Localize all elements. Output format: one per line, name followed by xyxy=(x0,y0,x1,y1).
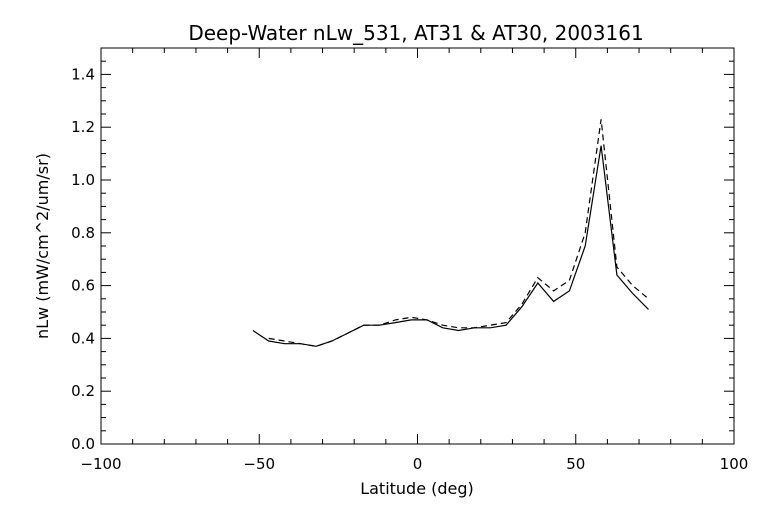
y-tick-label: 0.2 xyxy=(71,382,95,400)
y-tick-label: 1.0 xyxy=(71,171,95,189)
series-layer xyxy=(252,119,649,347)
y-tick-label: 0.6 xyxy=(71,277,95,295)
x-tick-label: −50 xyxy=(243,455,275,473)
x-tick-label: 50 xyxy=(566,455,585,473)
y-tick-label: 1.4 xyxy=(71,65,95,83)
chart-title: Deep-Water nLw_531, AT31 & AT30, 2003161 xyxy=(188,21,643,45)
series-line-solid xyxy=(252,145,649,347)
y-tick-label: 0.8 xyxy=(71,224,95,242)
x-tick-label: 0 xyxy=(413,455,423,473)
x-axis-label: Latitude (deg) xyxy=(360,479,474,498)
x-tick-label: 100 xyxy=(720,455,749,473)
plot-frame xyxy=(100,47,735,445)
axis-ticks xyxy=(100,47,735,445)
x-tick-label: −100 xyxy=(80,455,121,473)
y-tick-label: 0.0 xyxy=(71,435,95,453)
y-axis-label: nLw (mW/cm^2/um/sr) xyxy=(33,153,52,339)
series-line-dashed xyxy=(268,119,649,347)
y-tick-label: 0.4 xyxy=(71,329,95,347)
y-tick-label: 1.2 xyxy=(71,118,95,136)
axis-tick-labels: −100 −50 0 50 100 0.0 0.2 0.4 0.6 0.8 1.0 1.2 1.4 xyxy=(71,65,748,473)
